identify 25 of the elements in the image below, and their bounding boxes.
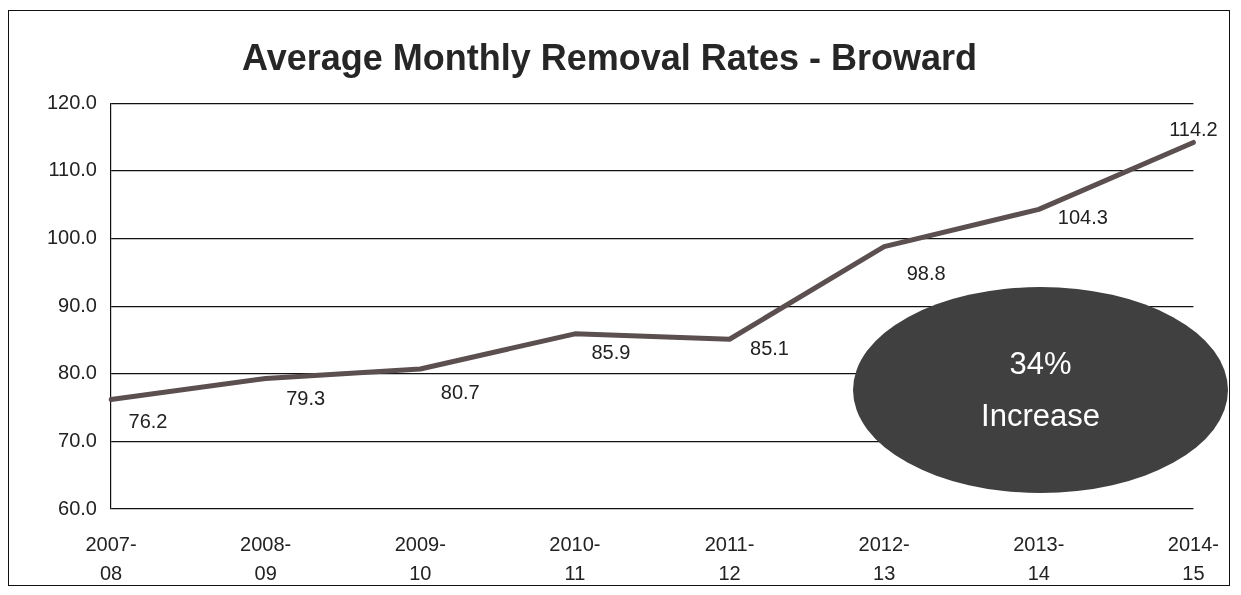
- y-tick-label: 70.0: [58, 428, 97, 451]
- chart-title: Average Monthly Removal Rates - Broward: [242, 36, 977, 78]
- data-label: 114.2: [1169, 117, 1218, 140]
- y-tick-label: 90.0: [58, 293, 97, 316]
- annotation: 34% Increase: [980, 345, 1101, 435]
- x-tick-label: 2010-11: [549, 533, 601, 585]
- data-label: 76.2: [128, 409, 168, 432]
- x-tick-label: 2008-09: [240, 533, 292, 585]
- x-tick-label: 2009-10: [394, 533, 446, 585]
- y-tick-label: 80.0: [58, 361, 97, 384]
- y-tick-label: 100.0: [46, 225, 97, 248]
- data-label: 80.7: [440, 380, 480, 403]
- x-tick-label: 2007-08: [85, 533, 137, 585]
- y-tick-label: 110.0: [48, 158, 97, 181]
- x-tick-label: 2013-14: [1013, 533, 1065, 585]
- x-tick-label: 2014-15: [1167, 533, 1219, 585]
- data-label: 98.8: [906, 262, 946, 285]
- y-tick-label: 120.0: [46, 90, 97, 113]
- x-tick-label: 2011-12: [704, 533, 755, 585]
- x-tick-label: 2012-13: [858, 533, 910, 585]
- data-label: 85.9: [591, 341, 631, 364]
- data-label: 104.3: [1057, 205, 1108, 228]
- y-tick-label: 60.0: [58, 496, 97, 519]
- data-label: 79.3: [286, 386, 326, 409]
- data-label: 85.1: [750, 336, 789, 359]
